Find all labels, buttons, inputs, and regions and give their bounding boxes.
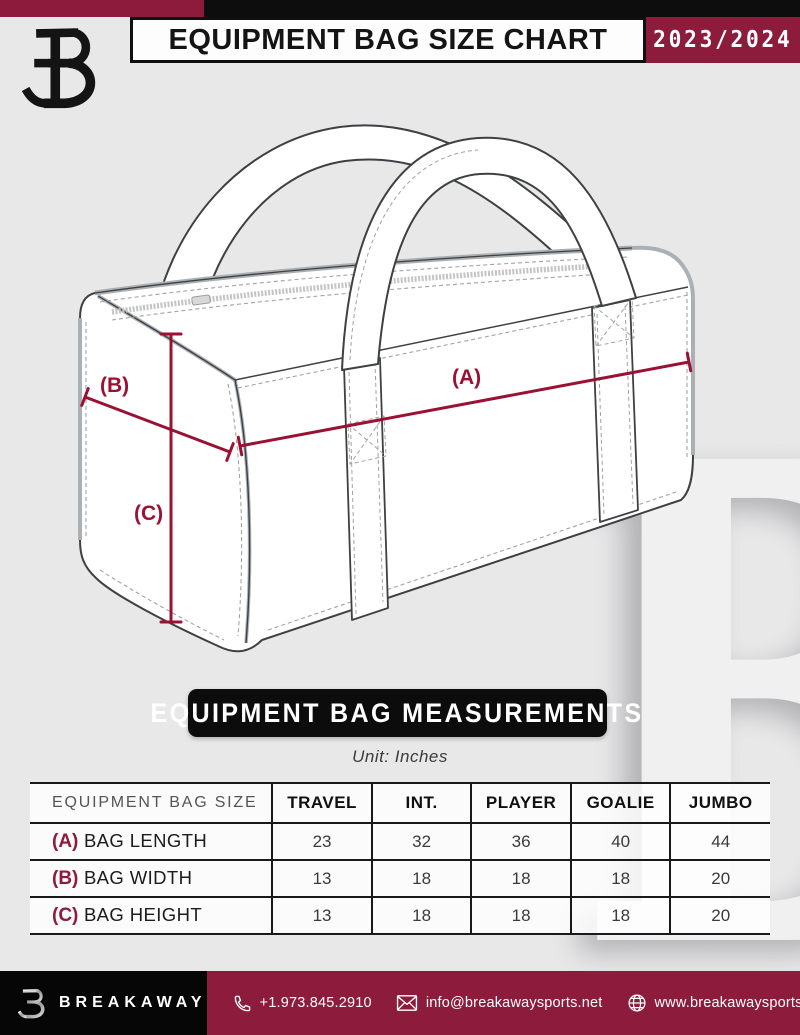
value-cell: 18 bbox=[470, 896, 571, 935]
column-header-player: PLAYER bbox=[470, 782, 571, 824]
value-cell: 36 bbox=[470, 822, 571, 861]
header-maroon-strip bbox=[0, 0, 204, 17]
arrow-c bbox=[159, 332, 183, 624]
column-header-travel: TRAVEL bbox=[271, 782, 372, 824]
page-title: EQUIPMENT BAG SIZE CHART bbox=[168, 23, 608, 56]
value-cell: 18 bbox=[370, 896, 472, 935]
size-column-header: EQUIPMENT BAG SIZE bbox=[30, 782, 273, 824]
front-strap-right bbox=[591, 299, 639, 523]
brand-logo-icon bbox=[21, 22, 100, 115]
column-header-int: INT. bbox=[370, 782, 472, 824]
table-header-row: EQUIPMENT BAG SIZE TRAVEL INT. PLAYER GOALI… bbox=[30, 782, 770, 824]
row-label-text: BAG LENGTH bbox=[83, 830, 208, 851]
column-header-jumbo: JUMBO bbox=[669, 782, 770, 824]
dimension-label-c: (C) bbox=[134, 502, 163, 525]
brand-logo-footer-icon bbox=[18, 989, 45, 1019]
footer-phone-text: +1.973.845.2910 bbox=[259, 995, 372, 1011]
footer-brand-block: BREAKAWAY bbox=[0, 971, 207, 1035]
value-cell: 32 bbox=[370, 822, 472, 861]
arrow-a bbox=[236, 351, 693, 457]
dimension-label-a: (A) bbox=[452, 366, 481, 389]
table-row: (B) BAG WIDTH 13 18 18 18 20 bbox=[30, 859, 770, 898]
unit-note: Unit: Inches bbox=[352, 747, 448, 766]
row-label-text: BAG HEIGHT bbox=[83, 904, 203, 925]
footer-bar: BREAKAWAY +1.973.845.2910 info@breakaway… bbox=[0, 971, 800, 1035]
zipper-coil bbox=[111, 263, 601, 315]
value-cell: 20 bbox=[669, 896, 770, 935]
size-chart-body: (A) BAG LENGTH 23 32 36 40 44 (B) BAG WIDTH 13 1… bbox=[30, 822, 770, 935]
footer-contact-block: +1.973.845.2910 info@breakawaysports.net… bbox=[206, 971, 800, 1035]
footer-phone[interactable]: +1.973.845.2910 bbox=[233, 994, 372, 1013]
stitch-x-right bbox=[593, 297, 635, 347]
bag-front-handle bbox=[341, 136, 637, 371]
bag-diagram: (A) (B) (C) bbox=[40, 120, 760, 685]
header-black-strip bbox=[204, 0, 800, 17]
arrow-b bbox=[80, 387, 235, 462]
table-row: (C) BAG HEIGHT 13 18 18 18 20 bbox=[30, 896, 770, 935]
footer-website[interactable]: www.breakawaysports.net bbox=[627, 993, 800, 1013]
season-badge: 2023/2024 bbox=[646, 17, 800, 63]
phone-icon bbox=[234, 995, 250, 1011]
page-title-box: EQUIPMENT BAG SIZE CHART bbox=[130, 17, 646, 63]
row-label: (B) BAG WIDTH bbox=[30, 859, 273, 898]
value-cell: 44 bbox=[669, 822, 770, 861]
dimension-label-b: (B) bbox=[100, 374, 129, 397]
size-chart-table: EQUIPMENT BAG SIZE TRAVEL INT. PLAYER GOALI… bbox=[30, 782, 770, 935]
value-cell: 13 bbox=[271, 896, 372, 935]
value-cell: 18 bbox=[569, 859, 671, 898]
footer-email-text: info@breakawaysports.net bbox=[425, 995, 603, 1011]
row-label-text: BAG WIDTH bbox=[83, 867, 193, 888]
row-key: (B) bbox=[52, 868, 79, 889]
globe-icon bbox=[627, 994, 646, 1012]
value-cell: 20 bbox=[669, 859, 770, 898]
row-label: (C) BAG HEIGHT bbox=[30, 896, 273, 935]
envelope-icon bbox=[396, 995, 417, 1011]
table-row: (A) BAG LENGTH 23 32 36 40 44 bbox=[30, 822, 770, 861]
footer-email[interactable]: info@breakawaysports.net bbox=[396, 994, 603, 1012]
value-cell: 18 bbox=[569, 896, 671, 935]
row-key: (A) bbox=[52, 831, 79, 852]
measurements-banner: EQUIPMENT BAG MEASUREMENTS bbox=[151, 689, 642, 737]
front-strap-left bbox=[343, 357, 389, 621]
value-cell: 23 bbox=[271, 822, 372, 861]
value-cell: 18 bbox=[470, 859, 571, 898]
row-label: (A) BAG LENGTH bbox=[30, 822, 273, 861]
zipper-slider bbox=[191, 294, 211, 306]
value-cell: 40 bbox=[569, 822, 671, 861]
row-key: (C) bbox=[52, 905, 79, 926]
brand-name: BREAKAWAY bbox=[59, 994, 207, 1011]
footer-website-text: www.breakawaysports.net bbox=[654, 995, 800, 1011]
stitch-x-left bbox=[347, 415, 387, 465]
value-cell: 18 bbox=[370, 859, 472, 898]
season-label: 2023/2024 bbox=[653, 27, 793, 53]
measurements-banner-title: EQUIPMENT BAG MEASUREMENTS bbox=[151, 697, 644, 728]
column-header-goalie: GOALIE bbox=[569, 782, 671, 824]
value-cell: 13 bbox=[271, 859, 372, 898]
